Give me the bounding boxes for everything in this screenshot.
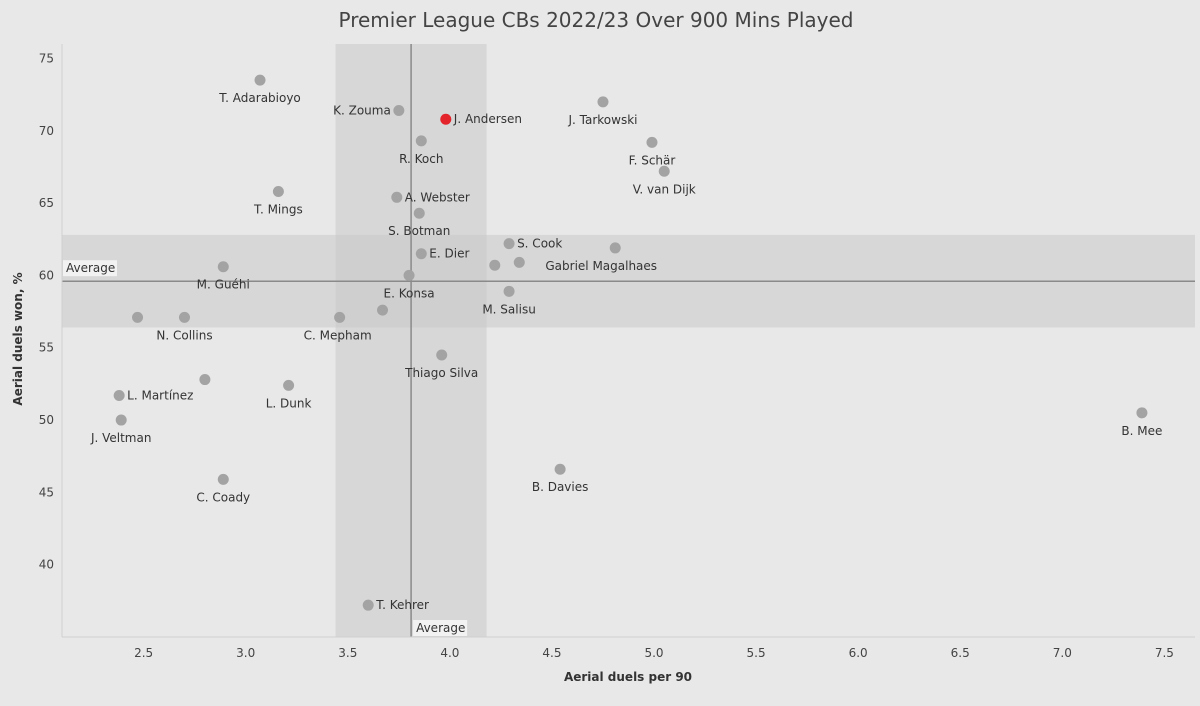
data-point	[272, 186, 284, 198]
data-point	[554, 463, 566, 475]
highlight-point	[440, 113, 452, 125]
data-point	[132, 311, 144, 323]
x-tick-label: 3.5	[338, 646, 357, 660]
point-label: R. Koch	[399, 152, 443, 166]
point-label: J. Veltman	[90, 431, 152, 445]
y-tick-label: 55	[39, 341, 54, 355]
point-label: N. Collins	[156, 328, 212, 342]
x-tick-label: 5.5	[747, 646, 766, 660]
data-point	[362, 599, 374, 611]
point-label: J. Andersen	[453, 112, 522, 126]
point-label: T. Adarabioyo	[218, 91, 301, 105]
point-label: E. Dier	[429, 247, 469, 261]
data-point	[609, 242, 621, 254]
data-point	[513, 256, 525, 268]
point-label: M. Guéhi	[197, 278, 250, 292]
point-label: T. Mings	[253, 203, 303, 217]
data-point	[646, 136, 658, 148]
data-point	[403, 269, 415, 281]
data-point	[115, 414, 127, 426]
y-tick-label: 70	[39, 124, 54, 138]
x-tick-label: 4.0	[440, 646, 459, 660]
data-point	[503, 285, 515, 297]
x-average-label: Average	[416, 621, 465, 635]
point-label: S. Botman	[388, 224, 450, 238]
data-point	[283, 379, 295, 391]
data-point	[436, 349, 448, 361]
data-point	[503, 238, 515, 250]
data-point	[413, 207, 425, 219]
data-point	[217, 261, 229, 273]
data-point	[391, 191, 403, 203]
y-axis-label: Aerial duels won, %	[11, 272, 25, 405]
data-point	[489, 259, 501, 271]
x-tick-label: 2.5	[134, 646, 153, 660]
x-tick-label: 6.5	[951, 646, 970, 660]
y-tick-label: 65	[39, 196, 54, 210]
data-point	[113, 389, 125, 401]
chart-title: Premier League CBs 2022/23 Over 900 Mins…	[339, 8, 854, 32]
point-label: B. Mee	[1121, 424, 1162, 438]
y-average-label: Average	[66, 261, 115, 275]
y-tick-label: 50	[39, 413, 54, 427]
data-point	[178, 311, 190, 323]
data-point	[1136, 407, 1148, 419]
x-tick-label: 7.5	[1155, 646, 1174, 660]
x-tick-label: 7.0	[1053, 646, 1072, 660]
x-tick-label: 3.0	[236, 646, 255, 660]
point-label: T. Kehrer	[375, 598, 429, 612]
data-point	[393, 105, 405, 117]
x-tick-label: 4.5	[542, 646, 561, 660]
point-label: F. Schär	[629, 153, 676, 167]
point-label: Thiago Silva	[404, 366, 478, 380]
x-axis-label: Aerial duels per 90	[564, 670, 692, 684]
point-label: L. Dunk	[266, 396, 312, 410]
point-label: M. Salisu	[482, 302, 535, 316]
y-tick-label: 75	[39, 51, 54, 65]
y-tick-label: 45	[39, 485, 54, 499]
data-point	[334, 311, 346, 323]
point-label: J. Tarkowski	[567, 113, 637, 127]
point-label: V. van Dijk	[633, 182, 696, 196]
data-point	[199, 374, 211, 386]
plot-area: Average Average 2.5 3.0 3.5 4.0 4.5 5.0 5.5 6.0 6.…	[39, 44, 1195, 660]
point-label: E. Konsa	[384, 286, 435, 300]
point-label: A. Webster	[405, 190, 470, 204]
point-label: Gabriel Magalhaes	[545, 259, 657, 273]
y-tick-label: 40	[39, 558, 54, 572]
data-point	[415, 135, 427, 147]
data-point	[377, 304, 389, 316]
data-point	[254, 74, 266, 86]
x-tick-label: 6.0	[849, 646, 868, 660]
point-label: S. Cook	[517, 237, 562, 251]
data-point	[217, 473, 229, 485]
point-label: K. Zouma	[333, 104, 391, 118]
x-average-label-box	[413, 620, 468, 636]
data-point	[658, 165, 670, 177]
y-tick-label: 60	[39, 268, 54, 282]
data-point	[597, 96, 609, 108]
y-average-label-box	[63, 260, 117, 277]
point-label: C. Mepham	[304, 328, 372, 342]
x-tick-label: 5.0	[644, 646, 663, 660]
point-label: C. Coady	[196, 490, 250, 504]
point-label: B. Davies	[532, 480, 589, 494]
data-point	[415, 248, 427, 260]
point-label: L. Martínez	[127, 388, 193, 402]
